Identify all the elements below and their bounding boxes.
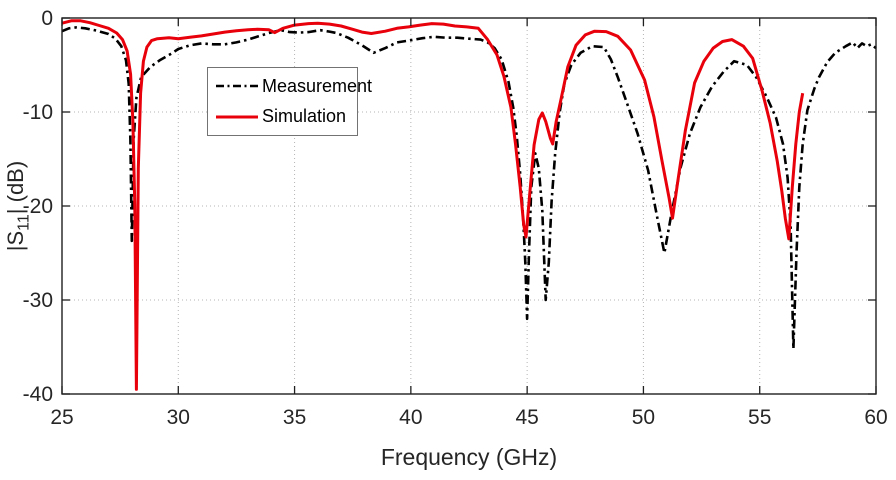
y-axis-label: |S11| (dB) [3,56,33,356]
x-tick-label: 45 [515,406,538,429]
simulation-line-sample [216,115,258,119]
y-axis-label-suffix: | (dB) [3,160,28,215]
legend-item-simulation: Simulation [208,104,357,130]
x-tick-label: 35 [283,406,306,429]
plot-box [61,17,877,395]
y-tick-label: 0 [41,7,53,30]
legend: Measurement Simulation [207,67,372,136]
legend-label-simulation: Simulation [262,106,347,127]
y-axis-label-prefix: |S [3,230,28,252]
y-tick-label: -40 [23,383,53,406]
y-axis-label-subscript: 11 [15,214,33,231]
x-tick-label: 60 [864,406,887,429]
x-tick-label: 30 [167,406,190,429]
simulation-curve [61,19,805,391]
x-tick-label: 25 [50,406,73,429]
x-axis-label: Frequency (GHz) [380,444,558,470]
x-tick-label: 40 [399,406,422,429]
y-tick-label: -30 [23,289,53,312]
x-tick-label: 50 [632,406,655,429]
y-tick-label: -20 [23,195,53,218]
legend-label-measurement: Measurement [262,75,373,96]
y-tick-label: -10 [23,101,53,124]
legend-item-measurement: Measurement [208,73,372,99]
measurement-line-sample [216,84,258,88]
measurement-curve [61,26,877,351]
x-tick-label: 55 [748,406,771,429]
